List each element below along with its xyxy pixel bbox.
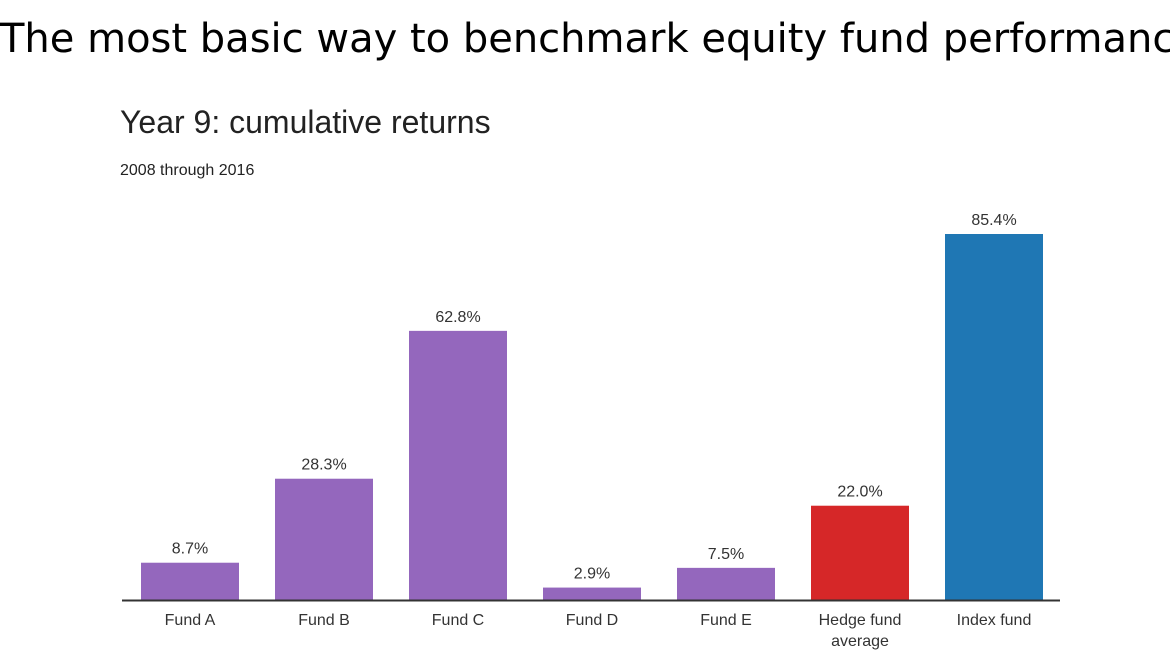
bar-value-label: 28.3% [301, 457, 346, 474]
bar-value-label: 7.5% [708, 546, 744, 563]
x-tick-label: Fund E [700, 612, 752, 629]
x-tick-label: Fund D [566, 612, 618, 629]
chart-subtitle: 2008 through 2016 [120, 162, 255, 179]
x-tick-label: Hedge fund [819, 612, 902, 629]
chart-title: Year 9: cumulative returns [120, 104, 491, 140]
x-tick-label: Fund B [298, 612, 350, 629]
x-tick-label: Fund A [165, 612, 216, 629]
bar-value-label: 22.0% [837, 484, 882, 501]
x-tick-label: Fund C [432, 612, 484, 629]
bar-1 [141, 562, 239, 600]
bar-value-label: 8.7% [172, 541, 208, 558]
x-tick-label: average [831, 633, 889, 650]
bar-value-label: 2.9% [574, 566, 610, 583]
bar-3 [409, 330, 507, 600]
bar-value-label: 85.4% [971, 212, 1016, 229]
bar-6 [811, 505, 909, 600]
x-tick-label: Index fund [957, 612, 1032, 629]
bar-7 [945, 234, 1043, 600]
bar-5 [677, 567, 775, 600]
bar-4 [543, 587, 641, 600]
bar-2 [275, 478, 373, 600]
bar-value-label: 62.8% [435, 309, 480, 326]
slide-title: The most basic way to benchmark equity f… [0, 16, 1170, 62]
